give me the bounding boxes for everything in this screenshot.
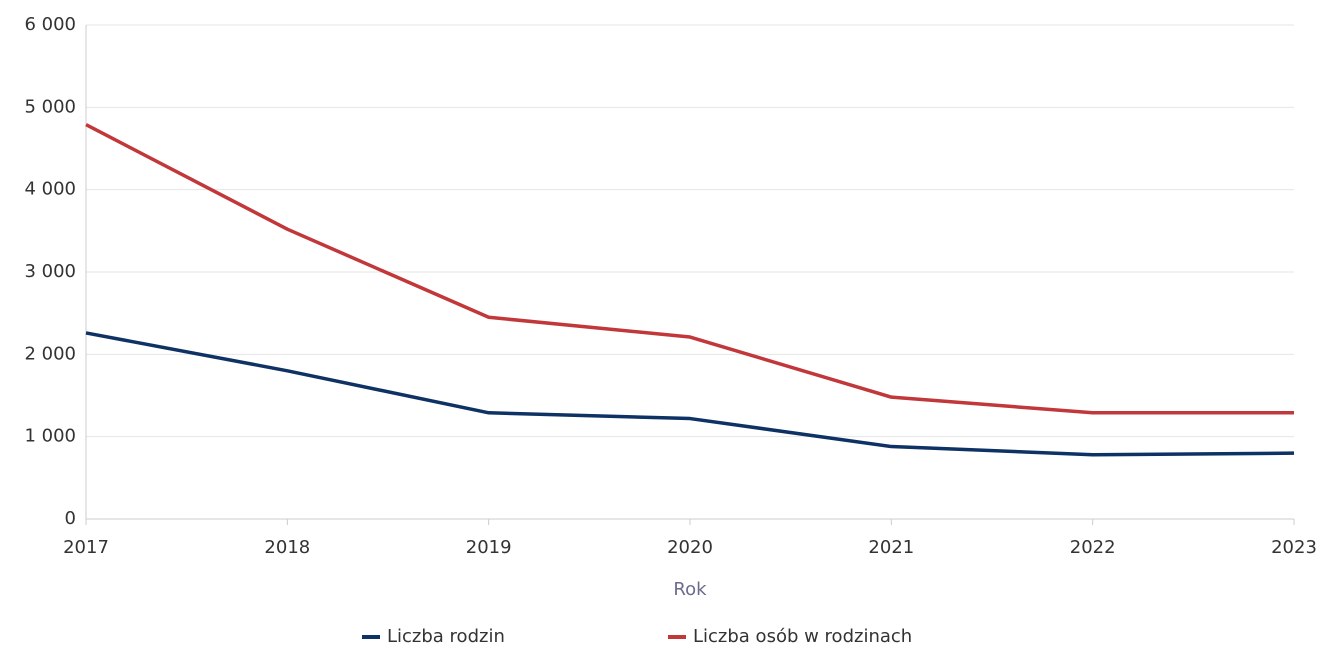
x-tick-label: 2017 bbox=[63, 537, 109, 558]
x-tick-label: 2023 bbox=[1271, 537, 1317, 558]
y-tick-label: 6 000 bbox=[24, 14, 76, 35]
x-tick-label: 2021 bbox=[868, 537, 914, 558]
y-tick-label: 2 000 bbox=[24, 343, 76, 364]
x-tick-label: 2022 bbox=[1070, 537, 1116, 558]
y-tick-label: 3 000 bbox=[24, 261, 76, 282]
x-tick-label: 2018 bbox=[264, 537, 310, 558]
x-tick-label: 2020 bbox=[667, 537, 713, 558]
x-tick-label: 2019 bbox=[466, 537, 512, 558]
x-axis-label: Rok bbox=[673, 579, 707, 600]
series-line bbox=[85, 331, 1295, 457]
legend-label: Liczba osób w rodzinach bbox=[693, 626, 912, 647]
legend-label: Liczba rodzin bbox=[387, 626, 505, 647]
series-line bbox=[85, 123, 1294, 415]
y-tick-label: 5 000 bbox=[24, 96, 76, 117]
y-tick-label: 1 000 bbox=[24, 426, 76, 447]
y-tick-label: 4 000 bbox=[24, 179, 76, 200]
y-tick-label: 0 bbox=[65, 508, 76, 529]
